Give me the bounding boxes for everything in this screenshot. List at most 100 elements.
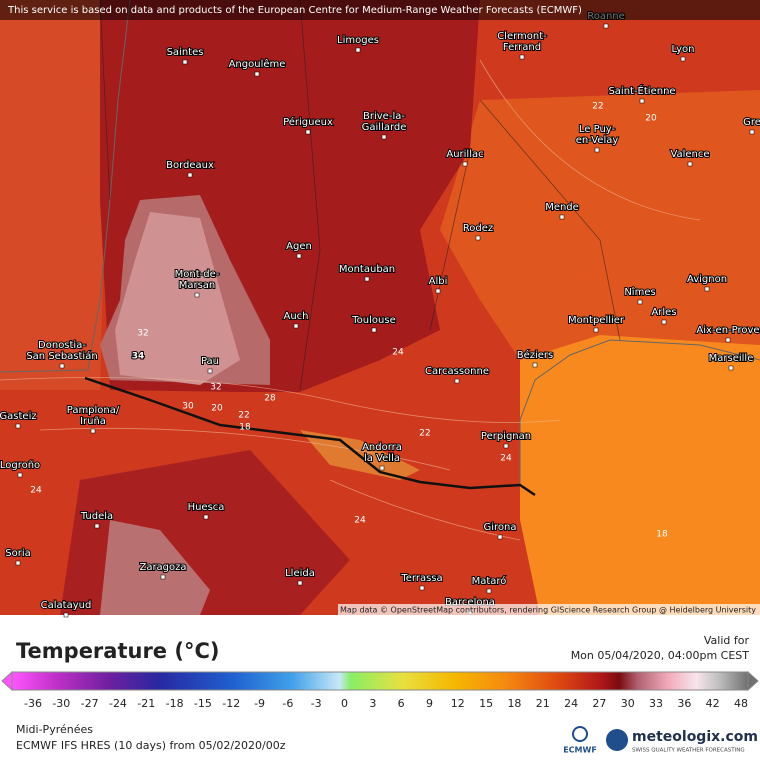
city-dot	[293, 323, 299, 329]
city-label: Rodez	[463, 223, 493, 234]
city-label: Ferrand	[503, 42, 541, 53]
city-dot	[160, 574, 166, 580]
colorbar-tick-label: -30	[52, 697, 70, 710]
notice: This service is based on data and produc…	[7, 5, 582, 16]
city-label: Arles	[651, 307, 676, 318]
contour-label: 24	[392, 348, 404, 358]
city-dot	[254, 71, 260, 77]
city-label: Agen	[286, 241, 312, 252]
colorbar-ticks: -36 -30 -27 -24 -21 -18 -15 -12 -9 -6 -3 0 3 6 9 12 15 18…	[24, 697, 748, 710]
city-dot	[419, 585, 425, 591]
city-label: Andorra	[362, 442, 402, 453]
city-dot	[519, 54, 525, 60]
city-dot	[371, 327, 377, 333]
city-dot	[305, 129, 311, 135]
legend-title: Temperature (°C)	[16, 639, 219, 663]
city-dot	[594, 147, 600, 153]
city-dot	[296, 253, 302, 259]
city-dot	[497, 534, 503, 540]
city-label: Marsan	[179, 280, 216, 291]
city-dot	[725, 337, 731, 343]
colorbar-tick-label: 24	[564, 697, 578, 710]
city-label: Tudela	[80, 511, 113, 522]
colorbar-tick-label: -15	[194, 697, 212, 710]
city-label: Soria	[5, 548, 30, 559]
city-dot	[355, 47, 361, 53]
contour-label: 18	[656, 530, 668, 540]
city-dot	[462, 161, 468, 167]
valid-label: Valid for	[704, 634, 750, 647]
colorbar-tick-label: 18	[507, 697, 521, 710]
colorbar-tick-label: 42	[706, 697, 720, 710]
map	[0, 0, 760, 615]
contour-label: 24	[30, 486, 42, 496]
city-label: Béziers	[517, 349, 554, 361]
city-label: Avignon	[687, 274, 727, 285]
city-label: Limoges	[337, 35, 379, 46]
city-dot	[63, 612, 69, 618]
city-label: la Vella	[364, 453, 400, 464]
city-label: Périgueux	[283, 116, 333, 128]
city-label: Albi	[429, 276, 448, 287]
city-label: Iruña	[80, 416, 106, 427]
city-dot	[15, 560, 21, 566]
contour-label: 22	[592, 102, 603, 112]
city-label: Perpignan	[481, 431, 531, 442]
city-dot	[637, 299, 643, 305]
colorbar-tick-label: 48	[734, 697, 748, 710]
contour-label: 30	[182, 402, 194, 412]
city-dot	[593, 327, 599, 333]
city-dot	[94, 523, 100, 529]
colorbar	[11, 671, 749, 691]
colorbar-low	[1, 670, 13, 692]
city-dot	[486, 588, 492, 594]
city-label: Nîmes	[624, 286, 655, 298]
colorbar-tick-label: -3	[311, 697, 322, 710]
city-label: Aix-en-Prove	[696, 325, 759, 336]
city-dot	[187, 172, 193, 178]
city-label: Mende	[545, 202, 579, 213]
city-label: Auch	[283, 311, 308, 322]
city-label: en-Velay	[576, 135, 619, 146]
city-dot	[454, 378, 460, 384]
city-label: Toulouse	[351, 315, 395, 326]
city-dot	[203, 514, 209, 520]
colorbar-tick-label: 6	[398, 697, 405, 710]
city-dot	[749, 129, 755, 135]
city-dot	[680, 56, 686, 62]
colorbar-tick-label: -24	[109, 697, 127, 710]
meteologix-logo: meteologix.com	[632, 729, 758, 745]
attribution-bg	[338, 604, 760, 615]
city-label: Pamplona/	[67, 405, 120, 416]
city-dot	[639, 98, 645, 104]
city-label: Logroño	[0, 460, 40, 471]
colorbar-tick-label: -27	[81, 697, 99, 710]
city-dot	[194, 292, 200, 298]
city-label: Gre	[743, 117, 760, 128]
tagline: SWISS QUALITY WEATHER FORECASTING	[632, 748, 745, 754]
city-label: Marseille	[709, 353, 754, 364]
city-dot	[379, 465, 385, 471]
city-dot	[17, 472, 23, 478]
city-dot	[59, 363, 65, 369]
contour-label: 34	[132, 352, 145, 362]
colorbar-tick-label: 12	[451, 697, 465, 710]
city-label: Gaillarde	[362, 122, 407, 133]
city-label: Zaragoza	[139, 562, 186, 573]
colorbar-tick-label: -6	[282, 697, 293, 710]
ecmwf-icon	[572, 726, 588, 742]
city-label: Girona	[483, 522, 516, 533]
city-label: Brive-la-	[363, 111, 405, 122]
city-dot	[435, 288, 441, 294]
colorbar-tick-label: 33	[649, 697, 663, 710]
city-label: San Sebastián	[26, 350, 97, 362]
city-label: Carcassonne	[425, 366, 489, 377]
city-label: Montauban	[339, 264, 395, 275]
colorbar-tick-label: -12	[222, 697, 240, 710]
city-label: Lyon	[671, 44, 694, 55]
colorbar-tick-label: 30	[621, 697, 635, 710]
city-dot	[687, 161, 693, 167]
city-label: Mont-de-	[175, 269, 220, 280]
colorbar-tick-label: -36	[24, 697, 42, 710]
